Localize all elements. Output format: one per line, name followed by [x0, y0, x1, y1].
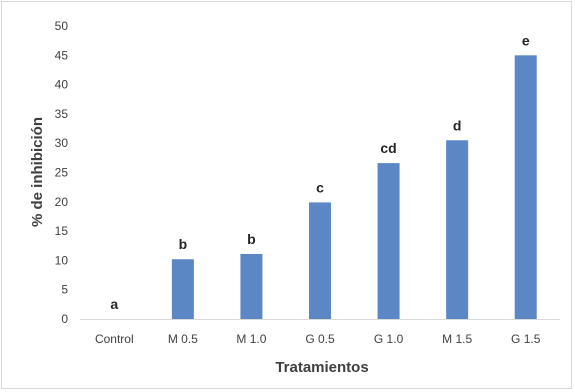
category-labels: Control M 0.5 M 1.0 G 0.5 G 1.0 M 1.5 G 1.5: [95, 332, 541, 346]
significance-label: e: [522, 32, 530, 48]
y-tick-label: 35: [55, 107, 69, 121]
category-label: Control: [95, 332, 134, 346]
category-label: G 1.5: [511, 332, 541, 346]
significance-label: a: [110, 296, 118, 312]
bar: [240, 253, 263, 319]
category-label: M 1.5: [442, 332, 472, 346]
bar: [377, 163, 400, 319]
significance-labels: a b b c cd d e: [110, 32, 529, 312]
bar: [446, 140, 469, 319]
y-tick-label: 5: [61, 283, 68, 297]
y-tick-label: 25: [55, 166, 69, 180]
bars: [171, 55, 537, 320]
y-tick-label: 15: [55, 224, 69, 238]
category-label: M 1.0: [236, 332, 266, 346]
category-label: M 0.5: [168, 332, 198, 346]
y-tick-label: 40: [55, 78, 69, 92]
y-tick-labels: 0 5 10 15 20 25 30 35 40 45 50: [55, 19, 69, 326]
significance-label: b: [247, 231, 256, 247]
y-tick-label: 10: [55, 253, 69, 267]
significance-label: d: [453, 117, 462, 133]
bar: [171, 259, 194, 319]
x-axis-title: Tratamientos: [275, 359, 368, 376]
y-tick-label: 50: [55, 19, 69, 33]
bar: [309, 202, 331, 319]
significance-label: b: [179, 236, 188, 252]
y-tick-label: 45: [55, 48, 69, 62]
y-axis-title: % de inhibición: [29, 117, 46, 227]
category-label: G 0.5: [305, 332, 335, 346]
significance-label: cd: [380, 140, 396, 156]
y-tick-label: 30: [55, 136, 69, 150]
significance-label: c: [316, 179, 324, 195]
category-label: G 1.0: [374, 332, 404, 346]
bar: [514, 55, 537, 320]
y-tick-label: 0: [61, 312, 68, 326]
y-tick-label: 20: [55, 195, 69, 209]
